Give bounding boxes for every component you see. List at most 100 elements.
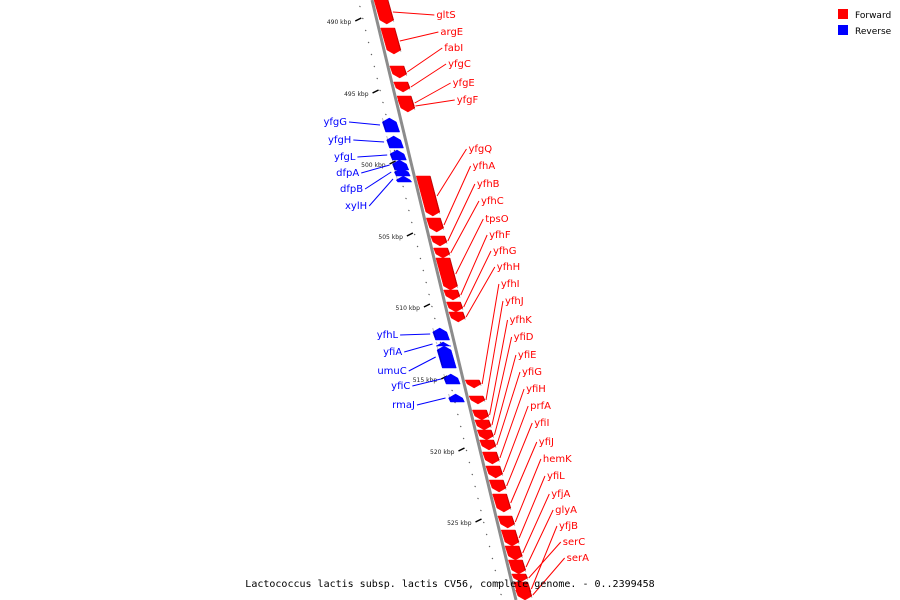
gene-yfhJ[interactable] bbox=[468, 395, 486, 405]
gene-tpsO[interactable] bbox=[435, 257, 458, 291]
gene-yfgQ[interactable] bbox=[415, 175, 441, 217]
scale-dot bbox=[361, 17, 364, 20]
gene-label-yfhH: yfhH bbox=[497, 262, 520, 273]
gene-leader-yfgH bbox=[353, 139, 385, 143]
gene-yfgH[interactable] bbox=[386, 135, 404, 149]
gene-shade bbox=[478, 379, 482, 387]
gene-yfiA[interactable] bbox=[435, 341, 452, 347]
gene-yfiH[interactable] bbox=[482, 451, 500, 465]
gene-yfiC[interactable] bbox=[443, 373, 461, 385]
gene-yfhC[interactable] bbox=[433, 247, 451, 259]
scale-dot bbox=[497, 581, 500, 584]
gene-leader-yfgG bbox=[348, 121, 381, 126]
gene-umuC[interactable] bbox=[436, 345, 457, 369]
gene-yfiL[interactable] bbox=[500, 529, 520, 547]
gene-yfhB[interactable] bbox=[430, 235, 448, 247]
scale-dot bbox=[471, 473, 474, 476]
gene-shade bbox=[493, 439, 497, 449]
gene-yfiJ[interactable] bbox=[492, 493, 512, 513]
gene-yfgC[interactable] bbox=[393, 81, 411, 93]
gene-leader-yfhG bbox=[463, 250, 492, 308]
gene-yfhL[interactable] bbox=[432, 327, 450, 341]
gene-leader-yfgF bbox=[415, 99, 455, 107]
gene-leader-argE bbox=[399, 31, 439, 42]
gene-label-yfhF: yfhF bbox=[489, 230, 511, 241]
gene-yfgG[interactable] bbox=[382, 117, 401, 133]
gene-rmaJ[interactable] bbox=[448, 393, 465, 403]
gene-leader-yfhK bbox=[489, 319, 509, 416]
scale-dot bbox=[428, 293, 430, 296]
gene-yfiD[interactable] bbox=[474, 419, 492, 431]
gene-label-dfpA: dfpA bbox=[336, 168, 359, 179]
gene-leader-yfiE bbox=[493, 354, 517, 436]
gene-yfhG[interactable] bbox=[446, 301, 464, 313]
gene-glyA[interactable] bbox=[508, 559, 527, 575]
gene-argE[interactable] bbox=[380, 27, 402, 55]
gene-shade bbox=[506, 493, 512, 511]
gene-xylH[interactable] bbox=[395, 175, 413, 183]
gene-yfhA[interactable] bbox=[425, 217, 444, 233]
gene-serA[interactable] bbox=[515, 589, 533, 600]
gene-label-yfgL: yfgL bbox=[334, 152, 356, 163]
gene-fabI[interactable] bbox=[389, 65, 408, 79]
gene-leader-yfgE bbox=[414, 82, 451, 104]
footer-caption: Lactococcus lactis subsp. lactis CV56, c… bbox=[245, 579, 654, 590]
scale-dot bbox=[431, 305, 433, 308]
gene-label-yfiJ: yfiJ bbox=[539, 437, 554, 448]
gene-yfjA[interactable] bbox=[504, 545, 523, 561]
gene-shade bbox=[502, 479, 507, 491]
legend-forward-swatch bbox=[838, 9, 848, 19]
gene-leader-yfiJ bbox=[510, 441, 538, 504]
gene-leader-yfiG bbox=[496, 371, 521, 446]
scale-dot bbox=[419, 257, 422, 260]
gene-label-yfhC: yfhC bbox=[481, 196, 504, 207]
gene-yfgF[interactable] bbox=[397, 99, 416, 113]
gene-yfhK[interactable] bbox=[472, 409, 490, 421]
gene-yfhF[interactable] bbox=[443, 289, 461, 301]
kbp-tick bbox=[458, 447, 465, 452]
gene-label-tpsO: tpsO bbox=[485, 214, 508, 225]
gene-label-yfgF: yfgF bbox=[457, 95, 479, 106]
kbp-scale: 490 kbp 495 kbp 500 kbp 505 kbp 510 kbp 515 k… bbox=[327, 17, 482, 527]
gene-prfA[interactable] bbox=[485, 465, 504, 479]
gene-shade bbox=[389, 149, 393, 159]
gene-leader-yfgQ bbox=[436, 148, 467, 197]
gene-yfiE[interactable] bbox=[476, 429, 494, 441]
gene-label-yfgG: yfgG bbox=[323, 117, 347, 128]
gene-leader-prfA bbox=[502, 405, 529, 473]
gene-layer[interactable] bbox=[373, 0, 533, 600]
gene-yfiG[interactable] bbox=[479, 439, 497, 451]
scale-dot bbox=[468, 461, 471, 464]
gene-leader-yfgC bbox=[410, 63, 447, 88]
gene-leader-yfhI bbox=[481, 283, 500, 385]
gene-yfhI[interactable] bbox=[464, 379, 482, 389]
scale-dot bbox=[494, 569, 497, 572]
scale-dot bbox=[457, 413, 459, 416]
gene-label-yfiH: yfiH bbox=[526, 384, 546, 395]
gene-shade bbox=[394, 27, 402, 53]
scale-dot bbox=[500, 593, 502, 596]
gene-shade bbox=[391, 159, 396, 169]
gene-label-rmaJ: rmaJ bbox=[392, 400, 415, 411]
kbp-label: 510 kbp bbox=[395, 305, 420, 312]
gene-gltS[interactable] bbox=[373, 0, 395, 25]
gene-shade bbox=[521, 559, 527, 573]
gene-yfhH[interactable] bbox=[448, 311, 466, 323]
gene-shade bbox=[485, 409, 490, 419]
gene-label-yfiI: yfiI bbox=[534, 418, 549, 429]
gene-yfiI[interactable] bbox=[488, 479, 507, 493]
gene-serC[interactable] bbox=[511, 573, 529, 583]
legend-reverse-swatch bbox=[838, 25, 848, 35]
gene-label-yfiA: yfiA bbox=[383, 347, 402, 358]
scale-dot bbox=[402, 185, 404, 188]
gene-hemK[interactable] bbox=[497, 515, 516, 529]
kbp-tick bbox=[475, 518, 482, 523]
scale-dot bbox=[462, 437, 465, 440]
gene-shade bbox=[460, 301, 464, 311]
gene-yfgL[interactable] bbox=[389, 149, 407, 161]
gene-shade bbox=[499, 465, 504, 477]
gene-shade bbox=[490, 429, 495, 439]
gene-shade bbox=[432, 327, 437, 339]
